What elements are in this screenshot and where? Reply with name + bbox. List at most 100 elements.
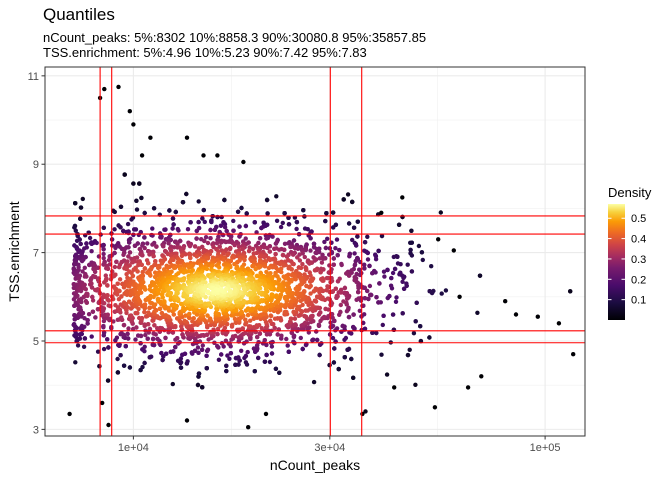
data-point xyxy=(146,261,151,266)
data-point xyxy=(344,271,349,276)
data-point xyxy=(130,326,136,332)
data-point xyxy=(111,273,117,279)
data-point xyxy=(187,311,192,316)
data-point xyxy=(119,331,124,336)
data-point xyxy=(293,286,298,291)
data-point xyxy=(282,247,287,252)
data-point xyxy=(151,331,156,336)
data-point xyxy=(264,352,269,358)
chart-title: Quantiles xyxy=(43,5,115,24)
data-point xyxy=(133,337,138,342)
data-point xyxy=(87,235,93,241)
data-point xyxy=(81,344,87,349)
data-point xyxy=(236,362,241,367)
data-point xyxy=(391,254,396,260)
data-point xyxy=(418,338,424,344)
data-point xyxy=(347,330,352,335)
data-point xyxy=(366,296,371,302)
data-point xyxy=(202,238,207,244)
data-point xyxy=(71,322,77,327)
data-point xyxy=(215,331,220,337)
data-point xyxy=(225,353,230,358)
data-point xyxy=(106,257,112,263)
data-point xyxy=(282,211,287,216)
density-points xyxy=(67,84,576,430)
data-point xyxy=(121,363,127,368)
data-point xyxy=(289,330,294,335)
data-point xyxy=(212,227,218,232)
data-point xyxy=(107,254,112,259)
data-point xyxy=(253,266,258,272)
data-point xyxy=(114,335,120,340)
data-point xyxy=(136,262,141,268)
data-point xyxy=(232,242,237,248)
data-point xyxy=(187,243,193,249)
data-point xyxy=(269,351,275,356)
data-point xyxy=(354,243,359,248)
data-point xyxy=(352,278,357,283)
data-point xyxy=(280,252,286,258)
data-point xyxy=(187,315,192,321)
data-point xyxy=(199,347,205,352)
data-point xyxy=(307,325,312,330)
data-point xyxy=(147,305,152,310)
data-point xyxy=(207,301,212,306)
data-point xyxy=(409,253,415,258)
data-point xyxy=(289,272,294,278)
data-point xyxy=(392,266,398,272)
data-point xyxy=(354,297,359,302)
data-point xyxy=(324,211,329,216)
data-point xyxy=(290,261,295,266)
data-point xyxy=(151,254,156,259)
data-point xyxy=(182,264,187,269)
data-point xyxy=(277,370,282,375)
data-point xyxy=(124,266,129,272)
data-point xyxy=(312,268,318,273)
data-point xyxy=(299,326,304,332)
data-point xyxy=(330,210,336,215)
data-point xyxy=(185,227,191,232)
data-point xyxy=(159,261,165,266)
data-point xyxy=(105,293,110,298)
data-point xyxy=(268,318,273,324)
data-point xyxy=(355,234,360,239)
data-point xyxy=(338,309,343,315)
data-point xyxy=(311,337,316,342)
data-point xyxy=(142,210,147,216)
data-point xyxy=(367,263,372,269)
data-point xyxy=(195,382,201,388)
data-point xyxy=(142,235,147,240)
data-point xyxy=(232,261,237,267)
data-point xyxy=(241,272,246,277)
data-point xyxy=(245,306,251,311)
data-point xyxy=(200,216,205,221)
data-point xyxy=(411,331,417,336)
data-point xyxy=(149,354,154,359)
data-point xyxy=(346,305,351,310)
data-point xyxy=(267,359,273,365)
data-point xyxy=(156,296,161,302)
data-point xyxy=(194,236,199,241)
data-point xyxy=(103,278,109,283)
data-point xyxy=(308,279,313,284)
data-point xyxy=(279,269,284,275)
data-point xyxy=(414,300,419,305)
data-point xyxy=(315,337,320,343)
data-point xyxy=(101,301,107,306)
data-point xyxy=(323,218,328,224)
data-point xyxy=(346,346,352,352)
data-point xyxy=(256,265,262,270)
data-point xyxy=(294,219,300,225)
data-point xyxy=(131,267,137,272)
data-point xyxy=(194,331,199,337)
data-point xyxy=(250,246,256,252)
data-point xyxy=(151,206,157,211)
data-point xyxy=(351,312,356,317)
data-point xyxy=(142,360,147,366)
data-point xyxy=(292,245,298,251)
data-point xyxy=(205,347,211,352)
data-point xyxy=(187,296,193,302)
data-point xyxy=(129,217,134,222)
data-point xyxy=(396,222,402,227)
data-point xyxy=(254,230,259,235)
